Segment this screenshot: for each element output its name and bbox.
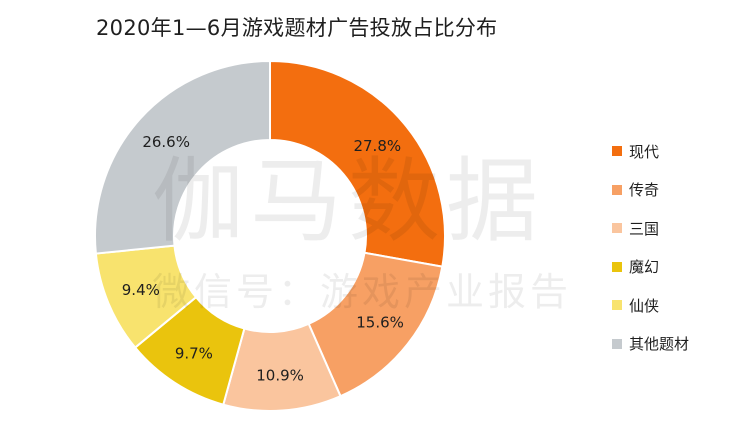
- value-label-三国: 10.9%: [256, 367, 304, 385]
- legend-swatch: [612, 300, 622, 311]
- value-labels: 27.8% 15.6% 10.9% 9.7% 9.4% 26.6%: [122, 133, 404, 385]
- donut-slices: [94, 59, 446, 412]
- value-label-现代: 27.8%: [353, 137, 401, 155]
- legend: 现代传奇三国魔幻仙侠其他题材: [612, 132, 689, 363]
- legend-item-三国: 三国: [612, 209, 689, 248]
- watermark-wechat: 微信号：游戏产业报告: [152, 270, 572, 314]
- value-label-其他题材: 26.6%: [142, 133, 190, 151]
- value-label-仙侠: 9.4%: [122, 281, 160, 299]
- legend-swatch: [612, 261, 622, 272]
- legend-swatch: [612, 146, 622, 157]
- chart-title: 2020年1—6月游戏题材广告投放占比分布: [96, 16, 498, 40]
- legend-label: 其他题材: [629, 335, 690, 354]
- watermark-brand: 伽马数据: [152, 148, 544, 255]
- legend-swatch: [612, 184, 622, 195]
- legend-label: 传奇: [629, 181, 660, 200]
- legend-item-传奇: 传奇: [612, 171, 689, 210]
- legend-label: 魔幻: [629, 258, 660, 277]
- legend-swatch: [612, 223, 622, 234]
- legend-label: 现代: [629, 142, 660, 161]
- legend-swatch: [612, 338, 622, 349]
- legend-item-现代: 现代: [612, 132, 689, 171]
- value-label-传奇: 15.6%: [356, 314, 404, 332]
- value-label-魔幻: 9.7%: [175, 344, 213, 362]
- legend-label: 仙侠: [629, 296, 660, 315]
- legend-item-仙侠: 仙侠: [612, 286, 689, 325]
- slice-其他题材: [94, 59, 271, 255]
- legend-item-其他题材: 其他题材: [612, 325, 689, 364]
- legend-label: 三国: [629, 219, 660, 238]
- slice-现代: [269, 59, 446, 268]
- legend-item-魔幻: 魔幻: [612, 248, 689, 287]
